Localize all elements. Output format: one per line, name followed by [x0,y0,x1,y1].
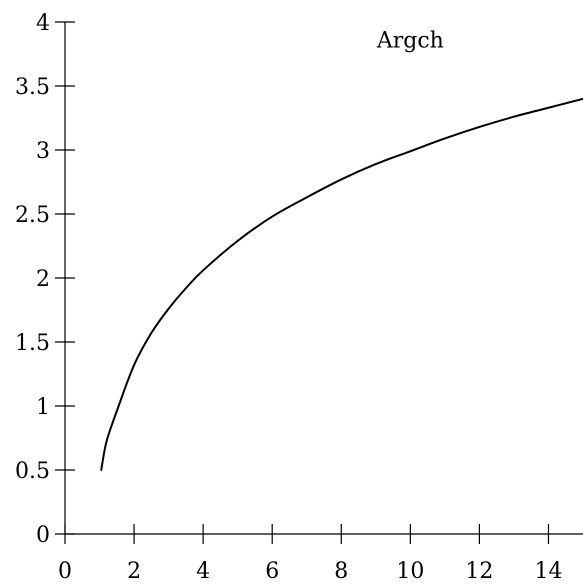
annotation-layer: Argch [376,29,444,54]
x-tick-label: 6 [265,559,279,584]
y-tick-label: 1.5 [15,331,50,356]
y-tick-label: 2 [36,267,50,292]
y-axis-ticks: 0 0.5 1 1.5 2 2.5 3 3.5 4 [15,11,75,548]
annotation-label: Argch [376,29,444,54]
y-tick-label: 3.5 [15,75,50,100]
y-tick-label: 1 [36,395,50,420]
x-tick-label: 0 [58,559,72,584]
x-tick-label: 4 [196,559,210,584]
x-tick-label: 10 [396,559,424,584]
series-line-0 [100,97,583,471]
y-tick-label: 0 [36,523,50,548]
axes [64,22,583,535]
y-tick-label: 2.5 [15,203,50,228]
y-tick-label: 4 [36,11,50,36]
y-tick-label: 3 [36,139,50,164]
x-axis-ticks: 0 2 4 6 8 10 12 14 [58,524,562,584]
y-tick-label: 0.5 [15,459,50,484]
series-layer [100,97,583,471]
x-tick-label: 12 [465,559,493,584]
x-tick-label: 2 [127,559,141,584]
x-tick-label: 14 [534,559,562,584]
x-tick-label: 8 [334,559,348,584]
